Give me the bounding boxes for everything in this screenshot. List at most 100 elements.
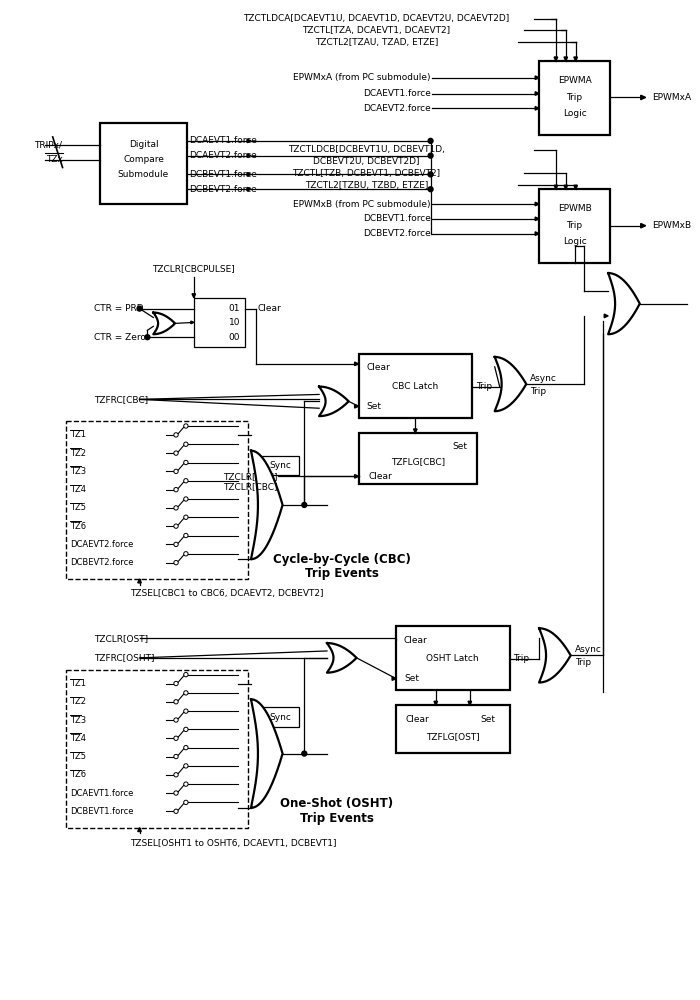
Polygon shape [495, 357, 526, 411]
Circle shape [183, 497, 188, 501]
Bar [539, 189, 610, 263]
Text: Trip: Trip [575, 658, 591, 667]
Text: TZ2: TZ2 [71, 697, 87, 706]
Text: Trip Events: Trip Events [300, 812, 374, 825]
Circle shape [174, 451, 178, 455]
Polygon shape [574, 185, 578, 189]
Text: DCAEVT1.force: DCAEVT1.force [71, 789, 134, 798]
Text: TZCTL[TZB, DCBEVT1, DCBEVT2]: TZCTL[TZB, DCBEVT1, DCBEVT2] [293, 169, 440, 178]
Circle shape [174, 487, 178, 492]
Text: TZ3: TZ3 [71, 467, 87, 476]
Text: Compare: Compare [123, 155, 164, 164]
Polygon shape [392, 677, 396, 680]
Circle shape [174, 700, 178, 704]
Text: TZ2: TZ2 [71, 449, 87, 458]
Circle shape [174, 809, 178, 813]
Text: Clear: Clear [406, 715, 430, 724]
Polygon shape [247, 187, 251, 191]
Text: Set: Set [452, 442, 467, 451]
Text: TZCLR[CBCPULSE]: TZCLR[CBCPULSE] [153, 264, 235, 273]
Polygon shape [536, 107, 539, 110]
Polygon shape [539, 628, 570, 683]
Circle shape [183, 727, 188, 732]
Text: DCBEVT2.force: DCBEVT2.force [363, 229, 430, 238]
Circle shape [183, 533, 188, 538]
Text: OSHT Latch: OSHT Latch [426, 654, 479, 663]
Circle shape [183, 460, 188, 465]
Polygon shape [138, 828, 141, 832]
Text: DCAEVT2.force: DCAEVT2.force [71, 540, 134, 549]
Text: TZCTLDCB[DCBEVT1U, DCBEVT1D,: TZCTLDCB[DCBEVT1U, DCBEVT1D, [288, 145, 445, 154]
Text: TZ5: TZ5 [71, 503, 87, 512]
Text: TZCLR[CBC]: TZCLR[CBC] [223, 472, 278, 481]
Bar [66, 670, 248, 828]
Circle shape [428, 138, 433, 143]
Polygon shape [604, 314, 608, 318]
Text: TZCTL2[TZBU, TZBD, ETZE]: TZCTL2[TZBU, TZBD, ETZE] [304, 181, 428, 190]
Bar [194, 298, 245, 347]
Circle shape [145, 335, 150, 340]
Text: Cycle-by-Cycle (CBC): Cycle-by-Cycle (CBC) [273, 553, 411, 566]
Bar [100, 123, 187, 204]
Polygon shape [536, 217, 539, 221]
Polygon shape [355, 404, 358, 408]
Text: EPWMA: EPWMA [558, 76, 591, 85]
Text: TZx: TZx [46, 155, 62, 164]
Bar [262, 456, 300, 475]
Circle shape [183, 515, 188, 519]
Bar [396, 705, 510, 753]
Text: Logic: Logic [563, 109, 587, 118]
Polygon shape [247, 154, 251, 157]
Circle shape [302, 751, 307, 756]
Circle shape [183, 800, 188, 805]
Text: TZ4: TZ4 [71, 485, 87, 494]
Circle shape [174, 754, 178, 759]
Polygon shape [247, 139, 251, 143]
Text: Logic: Logic [563, 237, 587, 246]
Polygon shape [608, 273, 640, 334]
Polygon shape [536, 92, 539, 95]
Bar [358, 354, 472, 418]
Text: EPWMxA: EPWMxA [652, 93, 692, 102]
Polygon shape [138, 579, 141, 583]
Polygon shape [536, 232, 539, 235]
Text: TZCTLDCA[DCAEVT1U, DCAEVT1D, DCAEVT2U, DCAEVT2D]: TZCTLDCA[DCAEVT1U, DCAEVT1D, DCAEVT2U, D… [243, 14, 510, 23]
Text: TZ1: TZ1 [71, 430, 87, 439]
Text: Submodule: Submodule [118, 170, 169, 179]
Polygon shape [153, 313, 175, 334]
Circle shape [183, 672, 188, 677]
Text: TZCLR[OST]: TZCLR[OST] [94, 634, 148, 643]
Text: CTR = PRD: CTR = PRD [94, 304, 144, 313]
Circle shape [174, 506, 178, 510]
Text: CTR = Zero: CTR = Zero [94, 333, 146, 342]
Polygon shape [574, 57, 578, 61]
Text: Trip: Trip [476, 382, 492, 391]
Bar [539, 61, 610, 135]
Polygon shape [564, 185, 568, 189]
Polygon shape [564, 57, 568, 61]
Text: DCAEVT2.force: DCAEVT2.force [189, 151, 257, 160]
Polygon shape [640, 223, 645, 228]
Polygon shape [468, 701, 472, 705]
Circle shape [183, 691, 188, 695]
Polygon shape [355, 475, 358, 478]
Text: CBC Latch: CBC Latch [392, 382, 438, 391]
Polygon shape [247, 173, 251, 176]
Text: Trip: Trip [514, 654, 530, 663]
Text: Trip: Trip [566, 221, 582, 230]
Text: TZ6: TZ6 [71, 770, 87, 779]
Circle shape [183, 745, 188, 750]
Polygon shape [640, 95, 645, 100]
Text: Clear: Clear [366, 363, 390, 372]
Polygon shape [554, 57, 558, 61]
Text: Clear: Clear [368, 472, 392, 481]
Text: EPWMB: EPWMB [558, 204, 591, 213]
Text: TRIPx/: TRIPx/ [34, 140, 62, 149]
Circle shape [183, 709, 188, 713]
Text: Clear: Clear [258, 304, 281, 313]
Text: DCAEVT1.force: DCAEVT1.force [189, 136, 257, 145]
Circle shape [174, 773, 178, 777]
Text: Set: Set [404, 674, 419, 683]
Circle shape [183, 552, 188, 556]
Polygon shape [536, 202, 539, 206]
